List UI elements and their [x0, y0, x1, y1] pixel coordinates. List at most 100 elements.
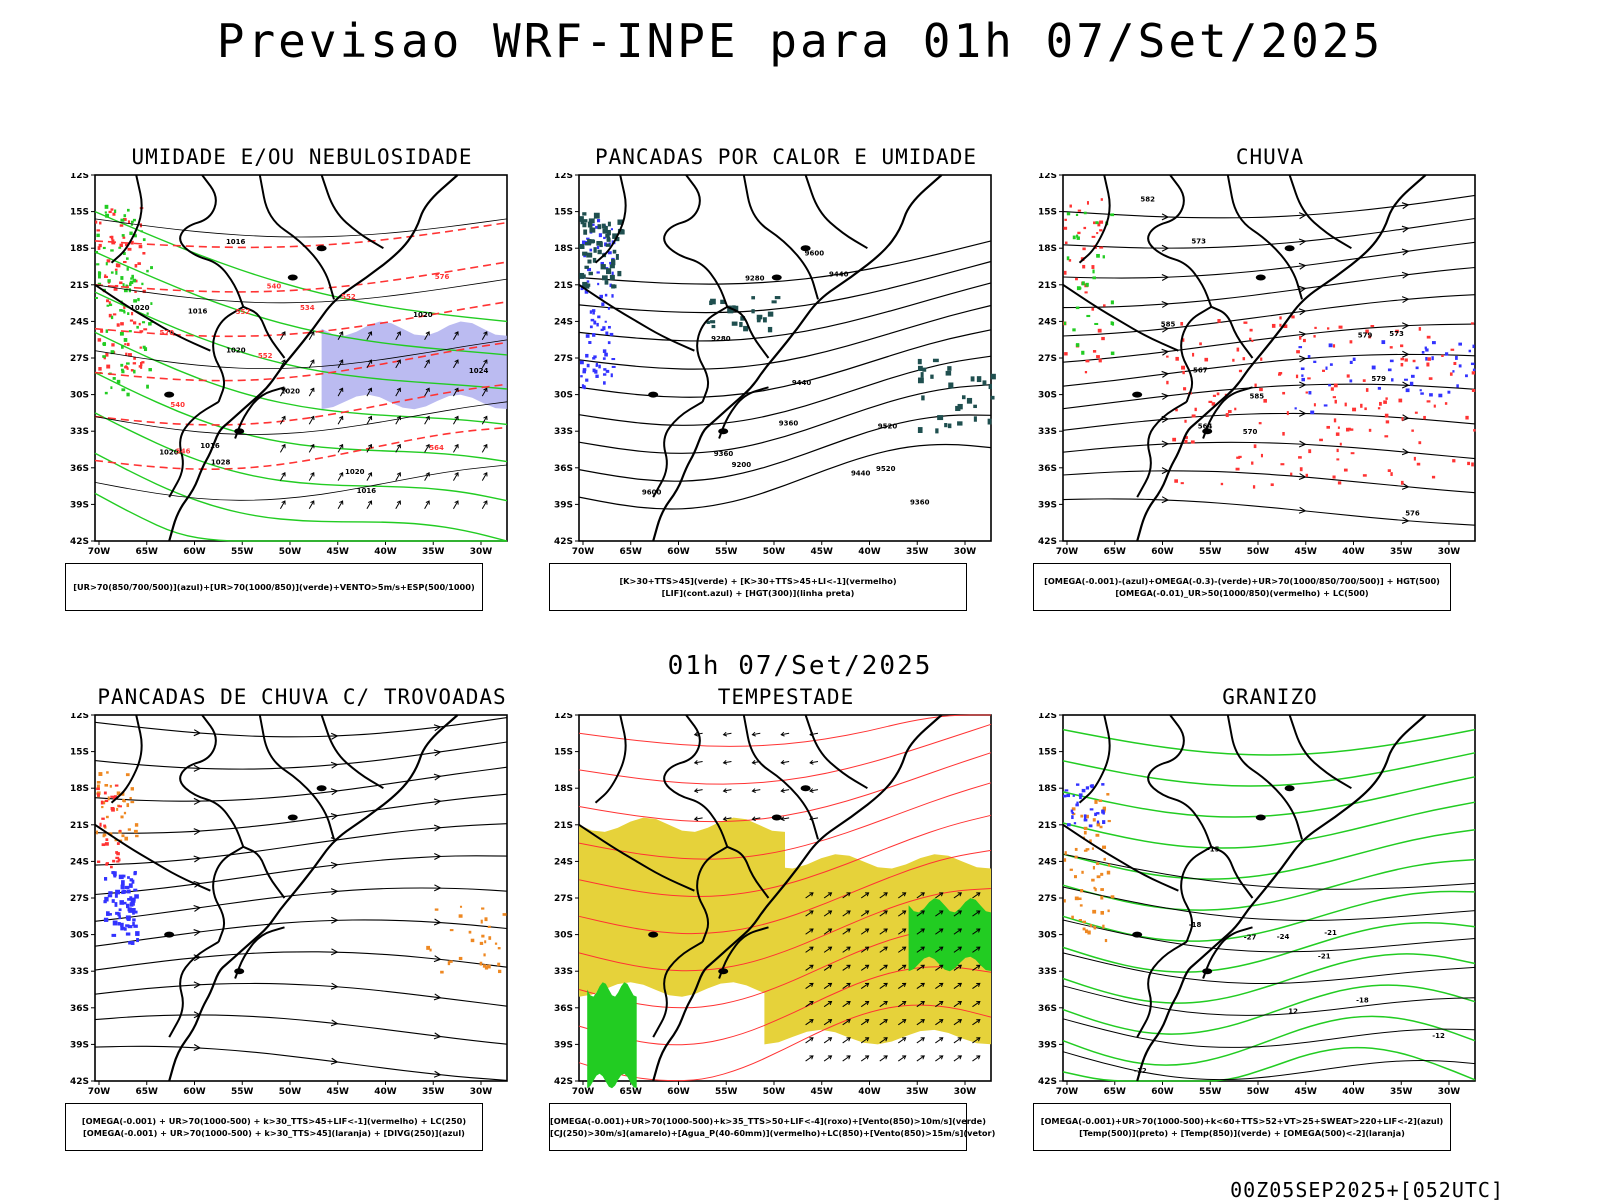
- field-speckle: [1425, 348, 1429, 352]
- field-speckle: [1391, 378, 1394, 382]
- wind-head: [780, 731, 785, 737]
- field-speckle: [1103, 857, 1106, 861]
- field-speckle: [1423, 415, 1426, 420]
- field-speckle: [116, 860, 120, 863]
- wind-shaft: [879, 1019, 888, 1026]
- contour-line: [578, 282, 992, 342]
- legend-line: [UR>70(850/700/500)](azul)+[UR>70(1000/8…: [73, 582, 475, 592]
- field-speckle: [448, 960, 453, 963]
- field-speckle: [1216, 392, 1220, 396]
- field-speckle: [1431, 475, 1436, 479]
- field-speckle: [594, 369, 598, 374]
- flow-arrowhead: [1161, 213, 1170, 221]
- flow-arrowhead: [1401, 381, 1410, 389]
- contour-line: [94, 492, 507, 542]
- flow-arrow: [1299, 381, 1307, 389]
- field-speckle: [592, 368, 596, 373]
- field-speckle: [1426, 400, 1431, 403]
- field-speckle: [1251, 339, 1254, 343]
- lake: [234, 428, 245, 435]
- field-speckle: [740, 316, 746, 321]
- field-speckle: [101, 843, 106, 847]
- wind-shaft: [366, 416, 372, 425]
- field-speckle: [105, 329, 109, 333]
- field-speckle: [99, 822, 102, 827]
- field-speckle: [1349, 379, 1353, 383]
- wind-shaft: [308, 472, 315, 481]
- wind-vector: [842, 1019, 851, 1026]
- field-speckle: [1236, 347, 1240, 352]
- field-speckle: [121, 901, 127, 905]
- field-speckle: [97, 246, 101, 250]
- field-speckle: [1470, 362, 1475, 366]
- wind-vector: [805, 1037, 814, 1044]
- field-speckle: [1426, 362, 1430, 367]
- field-speckle: [110, 208, 114, 211]
- wind-vector: [972, 910, 981, 917]
- contour-line: [1062, 1015, 1476, 1066]
- field-speckle: [1100, 895, 1104, 900]
- field-speckle: [1106, 870, 1111, 875]
- wind-head: [809, 928, 814, 933]
- lon-tick-label: 35W: [422, 547, 445, 557]
- field-speckle: [1078, 793, 1083, 797]
- flow-arrowhead: [433, 918, 442, 926]
- field-speckle: [1465, 374, 1468, 378]
- field-speckle: [112, 871, 116, 875]
- field-speckle: [970, 376, 975, 382]
- contour-label: 1020: [226, 347, 246, 355]
- field-speckle: [580, 375, 583, 378]
- wind-head: [957, 892, 963, 897]
- contour-line: [94, 301, 508, 338]
- field-speckle: [1427, 357, 1431, 361]
- field-speckle: [1458, 364, 1462, 368]
- field-speckle: [125, 362, 130, 365]
- flow-arrowhead: [193, 1044, 202, 1052]
- country-border: [1202, 386, 1253, 439]
- humidity-band: [321, 321, 507, 410]
- wind-head: [920, 982, 925, 987]
- field-speckle: [112, 212, 116, 216]
- field-speckle: [141, 321, 146, 324]
- flow-arrowhead: [1298, 212, 1307, 220]
- field-speckle: [1098, 358, 1102, 363]
- wind-shaft: [395, 388, 401, 397]
- field-speckle: [128, 941, 132, 945]
- field-speckle: [1194, 407, 1197, 412]
- field-speckle: [113, 795, 118, 799]
- field-speckle: [434, 908, 439, 911]
- field-speckle: [617, 270, 622, 277]
- flow-arrowhead: [1298, 285, 1307, 293]
- field-speckle: [121, 309, 126, 312]
- contour-line: [578, 752, 992, 823]
- wind-head: [883, 1001, 888, 1006]
- contour-label: 1020: [280, 387, 300, 395]
- country-border: [1062, 823, 1179, 892]
- lon-tick-label: 60W: [183, 1087, 206, 1097]
- flow-arrow: [433, 749, 442, 757]
- field-speckle: [1066, 212, 1071, 216]
- wind-vector: [805, 928, 814, 935]
- field-speckle: [1334, 399, 1337, 404]
- field-speckle: [127, 925, 133, 929]
- flow-arrow: [330, 1057, 339, 1065]
- field-speckle: [739, 321, 743, 328]
- field-speckle: [597, 249, 602, 255]
- field-speckle: [123, 260, 127, 264]
- field-speckle: [107, 894, 113, 898]
- contour-line: [94, 331, 508, 426]
- contour-label: 585: [1249, 392, 1264, 400]
- field-speckle: [1337, 426, 1340, 429]
- legend-line: [OMEGA(-0.001)+UR>70(1000-500)+k<60+TTS>…: [1040, 1116, 1444, 1126]
- wind-shaft: [723, 760, 732, 764]
- flow-arrow: [1401, 225, 1410, 233]
- wind-vector: [823, 892, 833, 899]
- field-speckle: [1096, 232, 1099, 235]
- country-border: [320, 174, 384, 250]
- flow-arrowhead: [1402, 322, 1410, 330]
- field-speckle: [1302, 338, 1306, 343]
- map-frame: 12S 15S 18S 21S 24S 27S 30S 33S 36S 39S 42S 70W 65W 6…: [546, 171, 996, 565]
- wind-shaft: [953, 910, 962, 917]
- lat-tick-label: 15S: [70, 748, 89, 758]
